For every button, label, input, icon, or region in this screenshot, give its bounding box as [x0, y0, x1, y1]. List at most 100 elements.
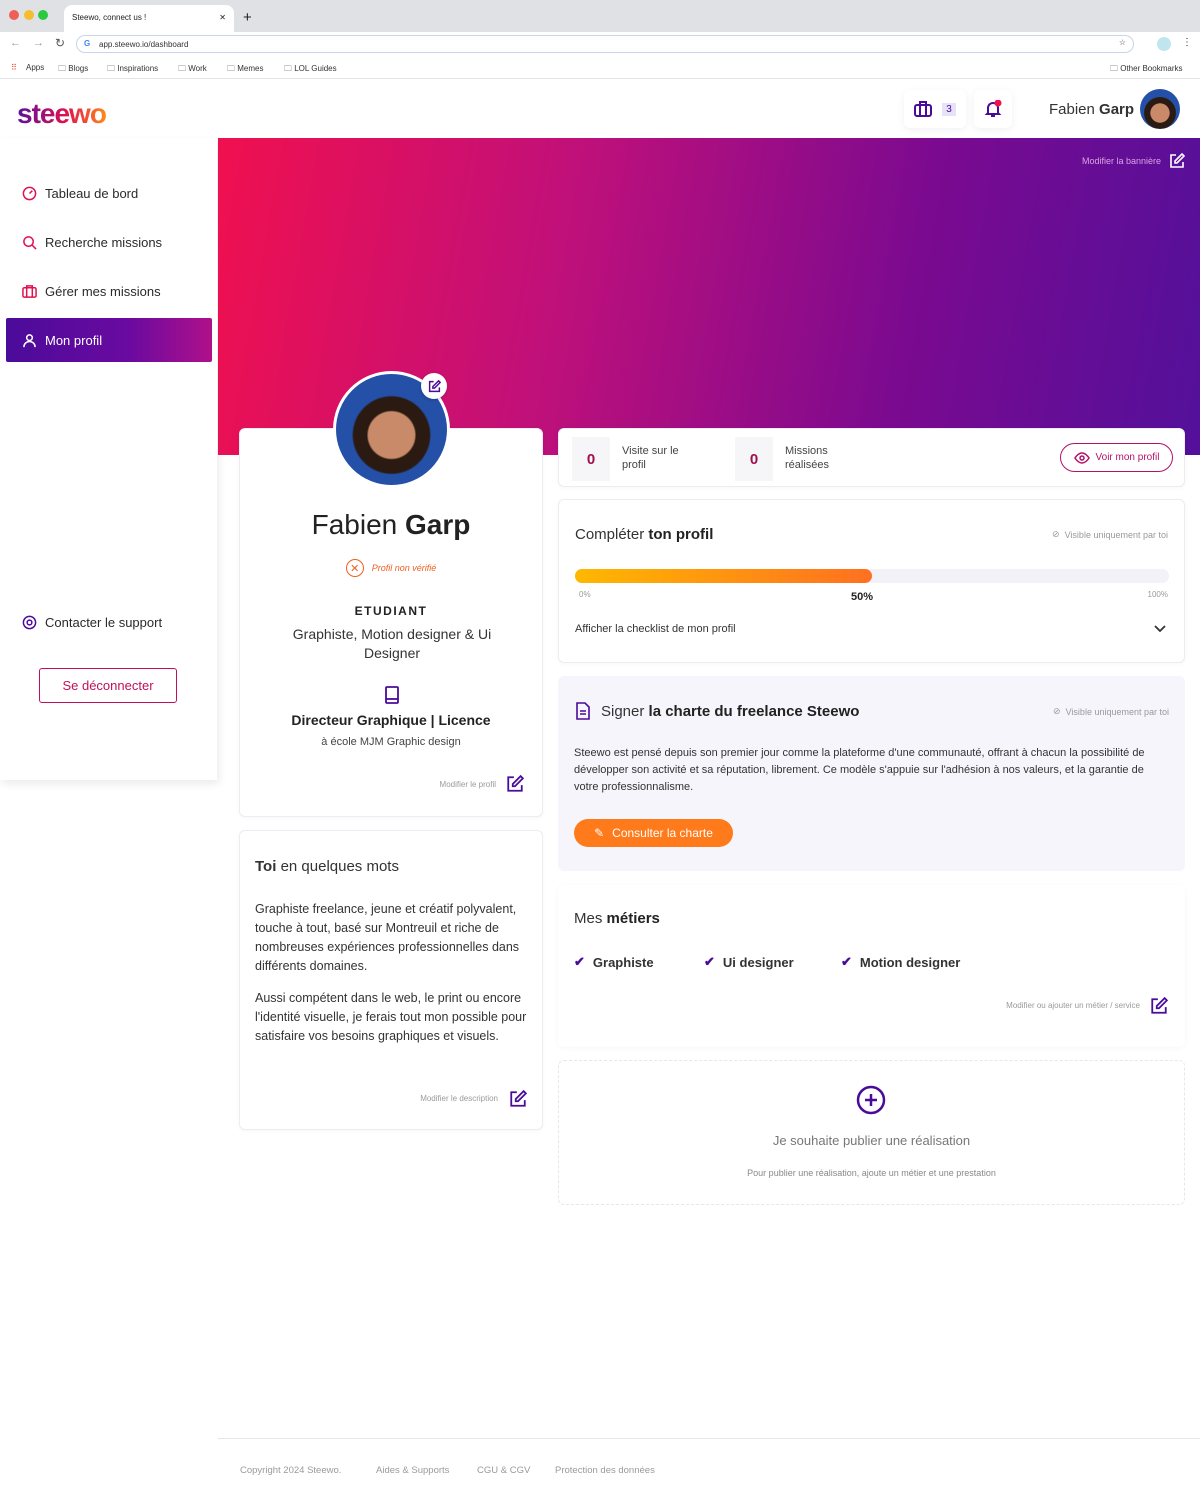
- back-icon[interactable]: ←: [10, 37, 21, 49]
- view-charter-button[interactable]: ✎ Consulter la charte: [574, 819, 733, 847]
- support-label: Contacter le support: [45, 614, 163, 630]
- sidebar-item-label: Tableau de bord: [45, 185, 139, 201]
- user-first-name: Fabien: [1049, 101, 1095, 118]
- forward-icon[interactable]: →: [33, 37, 44, 49]
- profile-avatar-icon[interactable]: [1157, 37, 1171, 51]
- bookmark-inspirations[interactable]: 🗀 Inspirations: [107, 64, 159, 73]
- missions-count-badge: 3: [942, 102, 956, 116]
- search-icon: [23, 235, 37, 250]
- add-realisation-card[interactable]: Je souhaite publier une réalisation Pour…: [558, 1060, 1185, 1205]
- charter-title: Signer la charte du freelance Steewo: [601, 703, 859, 720]
- view-profile-button[interactable]: Voir mon profil: [1060, 443, 1173, 472]
- contact-support-link[interactable]: Contacter le support: [6, 600, 212, 644]
- bookmark-blogs[interactable]: 🗀 Blogs: [58, 64, 89, 73]
- bell-icon: [984, 100, 1002, 117]
- bookmark-apps[interactable]: Apps: [26, 63, 45, 72]
- sidebar-item-search-missions[interactable]: Recherche missions: [6, 220, 212, 264]
- progress-fill: [575, 569, 872, 583]
- reload-icon[interactable]: ↻: [55, 36, 66, 50]
- user-avatar[interactable]: [1140, 89, 1180, 129]
- close-tab-icon[interactable]: ✕: [219, 13, 226, 22]
- edit-profile-icon[interactable]: [506, 775, 524, 793]
- notifications-button[interactable]: [974, 90, 1012, 128]
- jobs-title: Mes métiers: [574, 910, 660, 927]
- visits-count: 0: [572, 437, 610, 481]
- star-icon[interactable]: ☆: [1118, 38, 1126, 47]
- menu-icon[interactable]: ⋮: [1182, 37, 1192, 48]
- sidebar-item-manage-missions[interactable]: Gérer mes missions: [6, 269, 212, 313]
- missions-button[interactable]: 3: [904, 90, 966, 128]
- check-circle-icon: ✔: [574, 954, 585, 969]
- user-last-name: Garp: [1099, 101, 1135, 118]
- sidebar: [0, 138, 217, 780]
- profile-name: Fabien Garp: [240, 509, 542, 541]
- footer-divider: [218, 1438, 1200, 1439]
- bookmark-label: Work: [188, 64, 207, 73]
- bookmark-memes[interactable]: 🗀 Memes: [227, 64, 264, 73]
- sidebar-item-my-profile[interactable]: Mon profil: [6, 318, 212, 362]
- about-card: Toi en quelques mots Graphiste freelance…: [239, 830, 543, 1130]
- profile-completion-card: Compléter ton profil ⊘ Visible uniquement…: [558, 499, 1185, 663]
- sidebar-item-dashboard[interactable]: Tableau de bord: [6, 171, 212, 215]
- bookmarks-bar: ⠿ Apps 🗀 Blogs 🗀 Inspirations 🗀 Work 🗀 M…: [0, 57, 1200, 79]
- job-item: ✔ Graphiste: [574, 954, 654, 970]
- bookmark-label: Memes: [237, 64, 264, 73]
- footer-link-privacy[interactable]: Protection des données: [555, 1465, 655, 1476]
- other-bookmarks[interactable]: 🗀 Other Bookmarks: [1110, 64, 1183, 73]
- about-title-rest: en quelques mots: [280, 858, 399, 875]
- edit-jobs-link[interactable]: Modifier ou ajouter un métier / service: [1006, 1001, 1140, 1010]
- document-icon: [576, 702, 590, 720]
- footer-link-terms[interactable]: CGU & CGV: [477, 1465, 531, 1476]
- edit-profile-link[interactable]: Modifier le profil: [439, 780, 496, 789]
- steewo-logo[interactable]: steewo: [17, 98, 107, 129]
- edit-description-link[interactable]: Modifier le description: [420, 1094, 498, 1103]
- logout-button[interactable]: Se déconnecter: [39, 668, 177, 703]
- charter-title-text: Signer: [601, 703, 645, 720]
- edit-banner-link[interactable]: Modifier la bannière: [1082, 156, 1162, 166]
- jobs-title-bold: métiers: [606, 910, 660, 927]
- maximize-window-button[interactable]: [38, 10, 48, 20]
- missions-count: 0: [735, 437, 773, 481]
- realisation-title: Je souhaite publier une réalisation: [772, 1133, 971, 1148]
- bookmark-label: LOL Guides: [294, 64, 337, 73]
- progress-value-label: 50%: [851, 591, 874, 603]
- bookmark-work[interactable]: 🗀 Work: [178, 64, 207, 73]
- charter-body: Steewo est pensé depuis son premier jour…: [574, 747, 1145, 793]
- edit-banner-icon[interactable]: [1169, 153, 1185, 169]
- edit-avatar-button[interactable]: [421, 373, 447, 399]
- close-window-button[interactable]: [9, 10, 19, 20]
- eye-off-icon: ⊘: [1053, 706, 1061, 716]
- plus-circle-icon[interactable]: [856, 1085, 886, 1115]
- briefcase-icon: [22, 284, 37, 298]
- briefcase-icon: [914, 101, 933, 117]
- stats-card: 0 Visite sur le profil 0 Missions réalis…: [558, 428, 1185, 487]
- job-label: Ui designer: [722, 954, 794, 970]
- browser-tab[interactable]: Steewo, connect us ! ✕: [64, 5, 234, 32]
- apps-icon: ⠿: [11, 63, 17, 72]
- edit-description-icon[interactable]: [509, 1090, 527, 1108]
- sidebar-item-label: Mon profil: [45, 332, 103, 348]
- checklist-toggle[interactable]: Afficher la checklist de mon profil: [575, 623, 736, 635]
- footer-link-help[interactable]: Aides & Supports: [376, 1465, 450, 1476]
- job-item: ✔ Ui designer: [704, 954, 794, 970]
- edit-jobs-icon[interactable]: [1150, 997, 1168, 1015]
- job-label: Motion designer: [859, 954, 961, 970]
- minimize-window-button[interactable]: [24, 10, 34, 20]
- profile-card: Fabien Garp ✕ Profil non vérifié ETUDIANT…: [239, 371, 543, 817]
- new-tab-button[interactable]: +: [243, 9, 252, 26]
- bookmark-lol-guides[interactable]: 🗀 LOL Guides: [284, 64, 337, 73]
- about-paragraph-1: Graphiste freelance, jeune et créatif po…: [255, 902, 520, 973]
- pen-icon: ✎: [594, 826, 605, 840]
- lifebuoy-icon: [22, 615, 37, 629]
- dashboard-icon: [22, 186, 37, 200]
- about-paragraph-2: Aussi compétent dans le web, le print ou…: [255, 991, 527, 1043]
- about-title-bold: Toi: [255, 858, 277, 875]
- user-name[interactable]: Fabien Garp: [1049, 101, 1134, 118]
- charter-title-bold: la charte du freelance Steewo: [648, 703, 860, 720]
- book-icon: [385, 686, 399, 704]
- chevron-down-icon[interactable]: [1154, 625, 1166, 633]
- job-item: ✔ Motion designer: [841, 954, 960, 970]
- profile-school: à école MJM Graphic design: [321, 736, 461, 748]
- about-title: Toi en quelques mots: [255, 858, 399, 875]
